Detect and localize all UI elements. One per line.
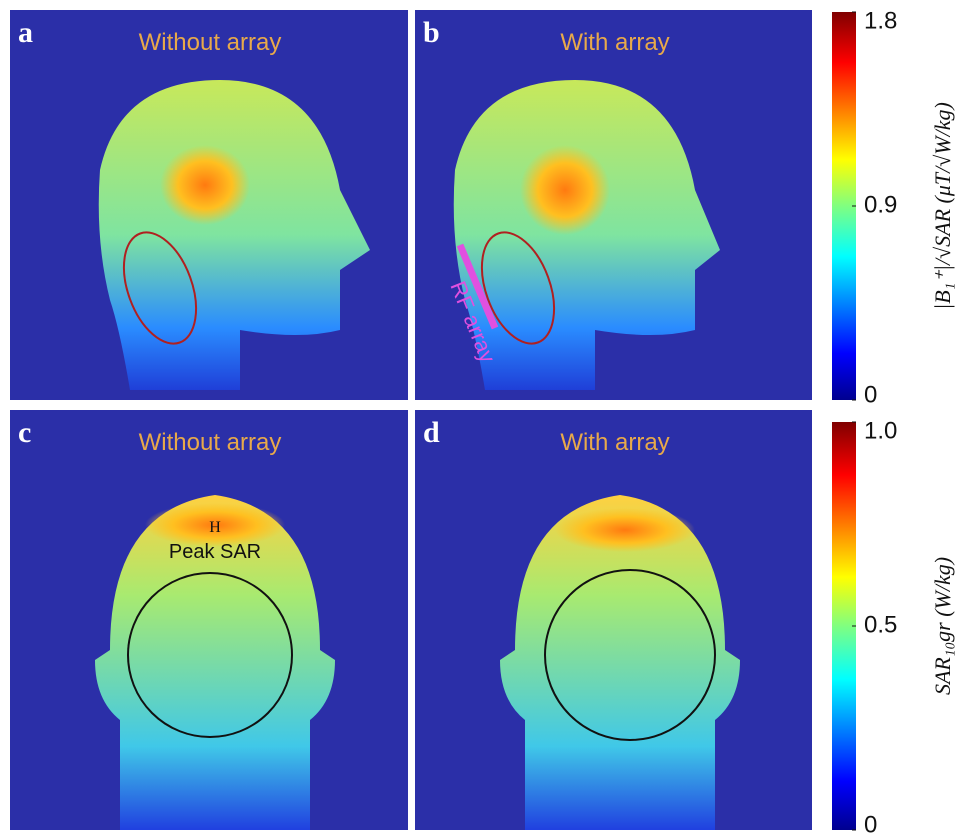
- colorbar-tick-label: 1.0: [864, 417, 897, 444]
- colorbar-tick-label: 0: [864, 811, 877, 838]
- marker: H: [209, 519, 221, 536]
- colorbar-tick-label: 1.8: [864, 7, 897, 34]
- figure: a Without array b With array c Without array d…: [0, 0, 969, 839]
- panel-letter: d: [423, 416, 440, 449]
- panel-letter: c: [18, 416, 31, 449]
- panel-title: With array: [560, 429, 669, 456]
- panel-title: With array: [560, 29, 669, 56]
- annotation: Peak SAR: [169, 541, 261, 563]
- panel-letter: a: [18, 16, 33, 49]
- colorbar-tick-label: 0.9: [864, 191, 897, 218]
- panel-title: Without array: [139, 29, 282, 56]
- colorbar-label: |B₁⁺|/√SAR (μT/√W/kg): [930, 102, 955, 310]
- colorbar-tick-label: 0: [864, 381, 877, 408]
- colorbar-label: SAR₁₀gr (W/kg): [930, 557, 955, 695]
- panel-letter: b: [423, 16, 440, 49]
- colorbar-tick-label: 0.5: [864, 611, 897, 638]
- panel-title: Without array: [139, 429, 282, 456]
